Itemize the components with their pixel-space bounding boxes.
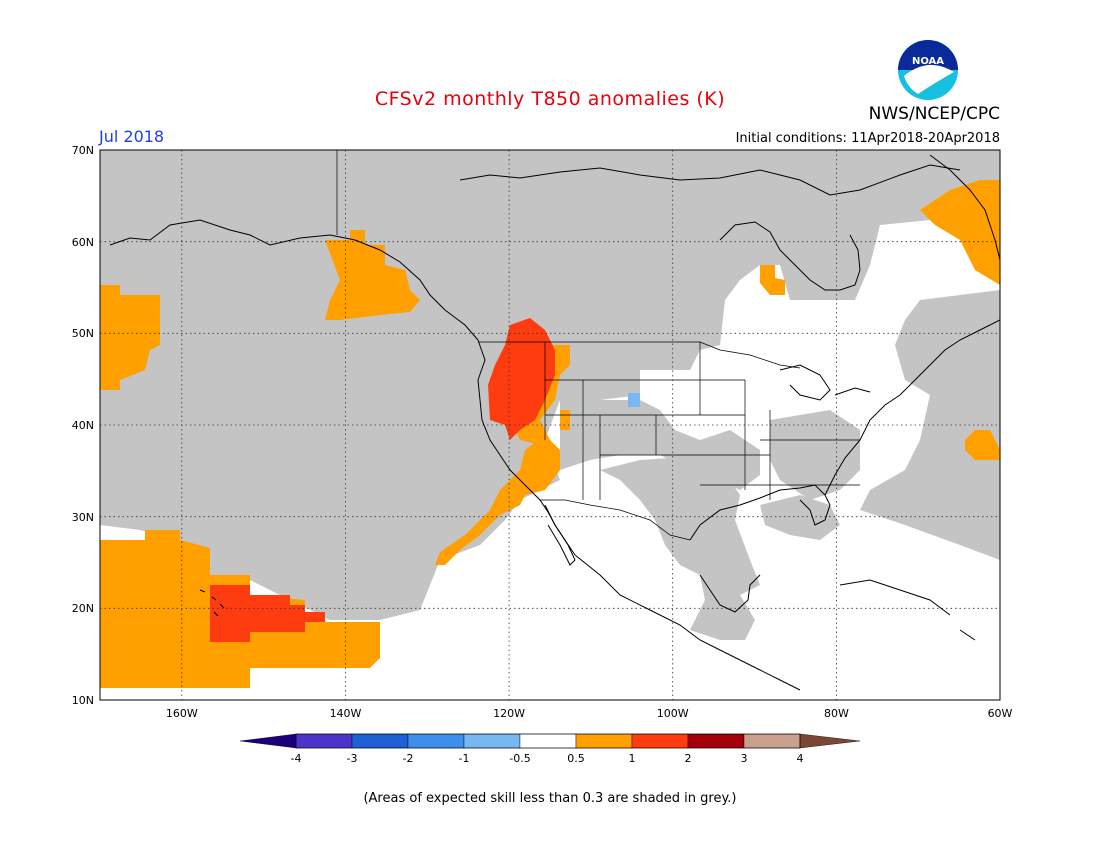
lat-label: 30N [72,511,94,524]
orange-region-hudson [760,265,785,295]
legend-tick: 0.5 [567,752,585,765]
orange-region-canada-east [920,180,1000,285]
anomaly-negative-small [628,393,640,407]
red-region-hawaii [210,585,325,642]
initial-conditions: Initial conditions: 11Apr2018-20Apr2018 [735,131,1000,146]
legend-swatch [295,733,353,749]
lat-label: 10N [72,694,94,707]
latitude-labels: 70N 60N 50N 40N 30N 20N 10N [72,144,94,707]
legend-tick: 3 [741,752,748,765]
coastline-hudson-bay [719,221,861,291]
coastlines [109,154,1000,691]
lon-label: 140W [330,707,362,720]
anomaly-map [100,150,1000,700]
legend-swatch [575,733,633,749]
lon-label: 160W [166,707,198,720]
legend-tick: -0.5 [509,752,530,765]
legend-swatch [239,733,297,749]
coastline-yucatan [699,574,761,613]
political-borders [336,150,860,541]
legend-swatch [631,733,689,749]
border-us-canada [478,341,801,369]
lat-label: 40N [72,419,94,432]
organization-label: NWS/NCEP/CPC [868,104,1000,124]
coastline-baja-peninsula [544,504,576,566]
legend-swatch [351,733,409,749]
legend-swatch [743,733,801,749]
map-frame [99,149,1001,701]
grey-region-us-west [560,400,760,490]
orange-region-baja [435,435,560,565]
color-legend [239,733,861,749]
lat-label: 50N [72,327,94,340]
legend-frame [295,733,801,749]
legend-swatch [799,733,861,749]
legend-swatch [407,733,465,749]
coastline-mexico-west [574,554,801,691]
border-us-mexico [540,499,691,541]
lat-label: 70N [72,144,94,157]
legend-tick: -3 [347,752,358,765]
legend-swatch [519,733,577,749]
coastline-caribbean-islands [839,579,976,641]
grey-region-east-atlantic [860,290,1000,560]
skill-note: (Areas of expected skill less than 0.3 a… [363,791,737,806]
lat-label: 60N [72,236,94,249]
border-states-vertical [544,342,771,500]
legend-tick: 4 [797,752,804,765]
lon-label: 80W [824,707,849,720]
legend-swatch [463,733,521,749]
red-region-pacific-northwest [488,318,555,440]
lat-label: 20N [72,602,94,615]
grey-region-mexico [600,458,760,640]
legend-tick: 1 [629,752,636,765]
border-states-horizontal [545,379,860,486]
coastline-great-lakes [779,364,871,401]
legend-tick: -2 [403,752,414,765]
legend-tick: 2 [685,752,692,765]
lon-label: 120W [493,707,525,720]
coastline-greenland [929,154,1000,261]
orange-region-alaska-panhandle [325,230,420,320]
forecast-month: Jul 2018 [99,127,165,146]
coastline-gulf [689,484,831,541]
longitude-labels: 160W 140W 120W 100W 80W 60W [166,707,1013,720]
map-grid [100,150,1000,700]
legend-ticks: -4 -3 -2 -1 -0.5 0.5 1 2 3 4 [291,752,804,765]
legend-swatch [687,733,745,749]
orange-region-small-nevada [560,410,570,430]
grey-region-caribbean [760,495,840,540]
lon-label: 100W [657,707,689,720]
legend-tick: -4 [291,752,302,765]
coastline-us-east [824,319,1000,496]
orange-region-atlantic-blob [965,430,1000,460]
coastline-arctic [459,164,961,196]
lon-label: 60W [988,707,1013,720]
noaa-logo-icon: NOAA [898,40,958,100]
anomaly-1-to-2 [210,318,555,642]
logo-text: NOAA [912,56,944,67]
coastline-alaska [109,219,479,341]
legend-tick: -1 [459,752,470,765]
chart-title: CFSv2 monthly T850 anomalies (K) [374,88,726,110]
orange-region-hawaii-east [100,285,160,390]
grey-region-us-east [770,410,860,500]
coastline-hawaii [199,589,225,617]
